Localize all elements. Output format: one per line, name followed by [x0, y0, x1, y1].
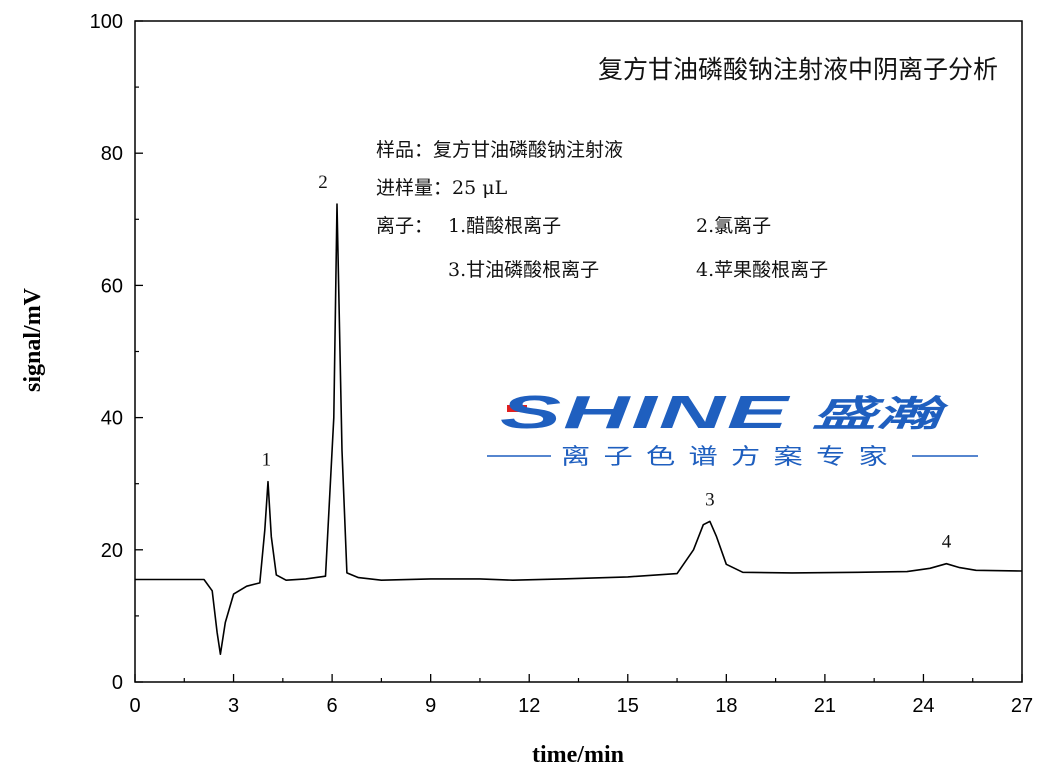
- y-tick-label: 40: [101, 408, 123, 430]
- x-tick-label: 0: [129, 695, 140, 717]
- x-tick-label: 6: [327, 695, 338, 717]
- logo-brand-cn-text: 盛瀚: [812, 394, 949, 435]
- watermark-logo: SHINE 盛瀚 离子色谱方案专家: [487, 386, 978, 470]
- peak-label-1: 1: [262, 450, 272, 471]
- x-tick-label: 9: [425, 695, 436, 717]
- y-tick-label: 60: [101, 275, 123, 297]
- annotation-ion4: 4.苹果酸根离子: [696, 259, 828, 281]
- annotation-ion2: 2.氯离子: [696, 215, 771, 237]
- annotation-ion1: 1.醋酸根离子: [448, 215, 561, 237]
- y-axis-title: signal/mV: [20, 287, 46, 392]
- peak-label-4: 4: [942, 532, 952, 553]
- x-tick-label: 21: [814, 695, 836, 717]
- annotation-ions-label: 离子：: [376, 215, 433, 237]
- x-tick-label: 12: [518, 695, 540, 717]
- y-tick-label: 20: [101, 540, 123, 562]
- x-tick-label: 24: [912, 695, 934, 717]
- annotation-ion3: 3.甘油磷酸根离子: [448, 259, 599, 281]
- chart-title: 复方甘油磷酸钠注射液中阴离子分析: [598, 55, 998, 84]
- annotation-block: 样品：复方甘油磷酸钠注射液 进样量：25 μL 离子： 1.醋酸根离子 2.氯离…: [376, 139, 828, 281]
- x-tick-label: 27: [1011, 695, 1033, 717]
- peak-labels: 1 2 3 4: [262, 172, 952, 553]
- y-axis: 0 20 40 60 80 100: [90, 11, 143, 694]
- y-tick-label: 100: [90, 11, 123, 33]
- logo-red-bar: [507, 405, 527, 412]
- x-axis: 0 3 6 9 12 15 18 21 24 27: [129, 674, 1033, 717]
- y-tick-label: 0: [112, 672, 123, 694]
- x-tick-label: 3: [228, 695, 239, 717]
- peak-label-2: 2: [318, 172, 328, 193]
- x-tick-label: 15: [617, 695, 639, 717]
- x-axis-title: time/min: [532, 742, 624, 768]
- plot-frame: [134, 20, 1023, 683]
- series-line: [135, 203, 1023, 655]
- logo-tagline: 离子色谱方案专家: [561, 445, 901, 470]
- x-tick-label: 18: [715, 695, 737, 717]
- peak-label-3: 3: [705, 489, 715, 510]
- logo-brand-text: SHINE: [500, 386, 791, 438]
- annotation-sample: 样品：复方甘油磷酸钠注射液: [376, 139, 623, 161]
- y-tick-label: 80: [101, 143, 123, 165]
- annotation-injection: 进样量：25 μL: [376, 177, 508, 199]
